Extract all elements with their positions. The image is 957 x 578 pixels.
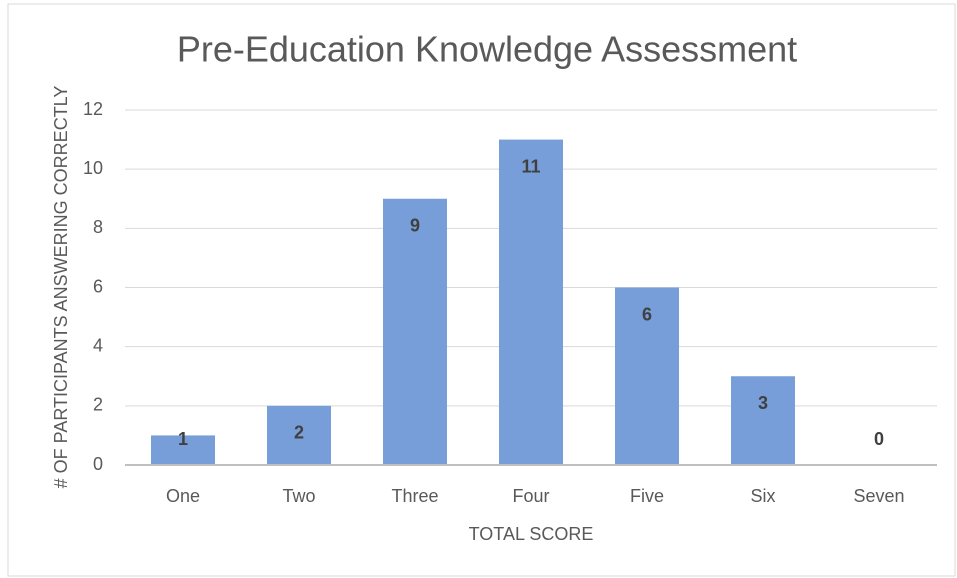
x-tick-label: Four [512, 486, 549, 506]
y-tick-label: 8 [93, 217, 103, 237]
data-label: 2 [294, 423, 304, 443]
bar [267, 405, 331, 465]
bar [151, 435, 215, 465]
y-tick-label: 10 [83, 158, 103, 178]
x-tick-label: Five [630, 486, 664, 506]
x-tick-label: Three [391, 486, 438, 506]
x-tick-label: Six [750, 486, 775, 506]
y-tick-label: 0 [93, 454, 103, 474]
x-tick-label: One [166, 486, 200, 506]
y-tick-label: 2 [93, 395, 103, 415]
data-label: 0 [874, 429, 884, 449]
x-tick-label: Two [282, 486, 315, 506]
x-axis-title: TOTAL SCORE [469, 524, 594, 544]
y-tick-label: 12 [83, 99, 103, 119]
data-label: 3 [758, 393, 768, 413]
chart-title: Pre-Education Knowledge Assessment [177, 29, 797, 70]
bar [731, 376, 795, 465]
bar [499, 139, 563, 466]
data-label: 6 [642, 304, 652, 324]
bar [383, 198, 447, 465]
x-tick-label: Seven [853, 486, 904, 506]
y-tick-label: 6 [93, 276, 103, 296]
y-tick-label: 4 [93, 335, 103, 355]
data-label: 11 [521, 156, 540, 176]
bar [615, 287, 679, 465]
data-label: 9 [410, 216, 420, 236]
y-axis-title: # OF PARTICIPANTS ANSWERING CORRECTLY [51, 86, 71, 489]
data-label: 1 [178, 429, 188, 449]
chart-border [7, 3, 956, 577]
